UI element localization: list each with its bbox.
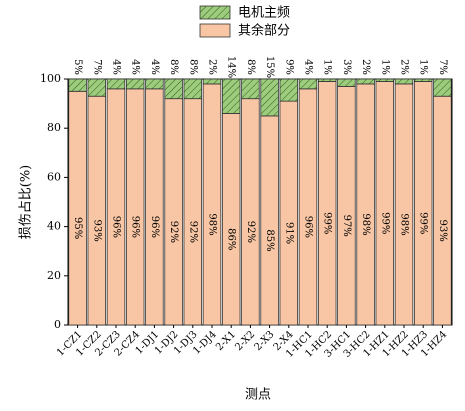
value-label: 98% (207, 213, 218, 235)
legend-swatch (199, 23, 231, 38)
value-label: 7% (437, 59, 448, 75)
y-axis-title: 损伤占比(%) (19, 165, 34, 240)
value-label: 4% (111, 59, 122, 75)
bar-segment (433, 95, 452, 326)
y-tick-label: 0 (54, 318, 61, 331)
value-label: 2% (399, 59, 410, 75)
bar-segment (125, 88, 145, 326)
value-label: 15% (264, 56, 275, 78)
legend-label: 电机主频 (238, 6, 290, 21)
value-label: 5% (72, 59, 83, 75)
value-label: 92% (245, 221, 256, 243)
bar-segment (106, 88, 126, 326)
value-label: 98% (360, 213, 371, 235)
value-label: 4% (149, 59, 160, 75)
value-label: 2% (360, 59, 371, 75)
bar-segment (279, 78, 299, 102)
x-tick-label: 2-X1 (214, 329, 238, 353)
bar-segment (356, 78, 375, 85)
bar-segment (337, 78, 356, 87)
value-label: 98% (399, 213, 410, 235)
bar-segment (221, 113, 241, 326)
value-label: 8% (187, 59, 198, 75)
bar-segment (317, 78, 337, 82)
value-label: 14% (226, 56, 237, 78)
value-label: 99% (379, 212, 390, 234)
bar-segment (241, 78, 260, 100)
value-label: 85% (264, 229, 275, 251)
bar-segment (394, 83, 414, 326)
plot-frame (67, 78, 453, 326)
value-label: 96% (303, 216, 314, 238)
y-tick-label: 20 (47, 269, 61, 282)
value-label: 4% (130, 59, 141, 75)
legend-swatch (199, 5, 231, 20)
value-label: 4% (303, 59, 314, 75)
bar-segment (394, 78, 414, 85)
bar-segment (106, 78, 126, 90)
value-label: 96% (111, 216, 122, 238)
bar-segment (260, 78, 279, 117)
y-tick-label: 60 (47, 170, 61, 183)
value-label: 2% (207, 59, 218, 75)
bar-segment (375, 78, 395, 82)
value-label: 99% (322, 212, 333, 234)
x-axis-title: 测点 (245, 388, 271, 403)
bar-segment (202, 78, 222, 85)
value-label: 9% (283, 59, 294, 75)
bar-segment (68, 78, 87, 92)
value-label: 8% (168, 59, 179, 75)
value-label: 92% (168, 221, 179, 243)
bar-segment (202, 83, 222, 326)
bar-segment (356, 83, 375, 326)
legend-label: 其余部分 (238, 23, 290, 39)
value-label: 96% (130, 216, 141, 238)
bar-segment (413, 78, 433, 82)
bar-segment (145, 88, 164, 326)
value-label: 97% (341, 215, 352, 237)
value-label: 1% (379, 59, 390, 75)
value-label: 99% (418, 212, 429, 234)
y-tick-label: 100 (40, 72, 61, 85)
y-tick-label: 40 (47, 220, 61, 233)
value-label: 1% (418, 59, 429, 75)
bar-segment (183, 78, 203, 100)
bar-segment (279, 100, 299, 326)
value-label: 91% (283, 222, 294, 244)
value-label: 8% (245, 59, 256, 75)
bar-segment (68, 90, 87, 326)
value-label: 92% (187, 221, 198, 243)
bar-segment (87, 78, 107, 97)
bar-segment (433, 78, 452, 97)
bar-segment (221, 78, 241, 114)
bar-segment (164, 78, 183, 100)
bar-segment (183, 98, 203, 326)
value-label: 95% (72, 217, 83, 239)
bar-segment (337, 85, 356, 326)
value-label: 3% (341, 59, 352, 75)
value-label: 1% (322, 59, 333, 75)
bar-segment (298, 78, 318, 90)
bar-segment (87, 95, 107, 326)
bar-segment (260, 115, 279, 326)
x-tick-label: 2-X2 (233, 329, 257, 353)
bar-segment (413, 81, 433, 326)
y-tick-label: 80 (47, 121, 61, 134)
x-tick-label: 2-X3 (253, 329, 277, 353)
value-label: 96% (149, 216, 160, 238)
bar-segment (317, 81, 337, 326)
value-label: 93% (437, 219, 448, 241)
value-label: 7% (91, 59, 102, 75)
bar-segment (241, 98, 260, 326)
bar-segment (164, 98, 183, 326)
value-label: 86% (226, 228, 237, 250)
bar-segment (375, 81, 395, 326)
bar-segment (298, 88, 318, 326)
bar-segment (125, 78, 145, 90)
bar-segment (145, 78, 164, 90)
value-label: 93% (91, 219, 102, 241)
